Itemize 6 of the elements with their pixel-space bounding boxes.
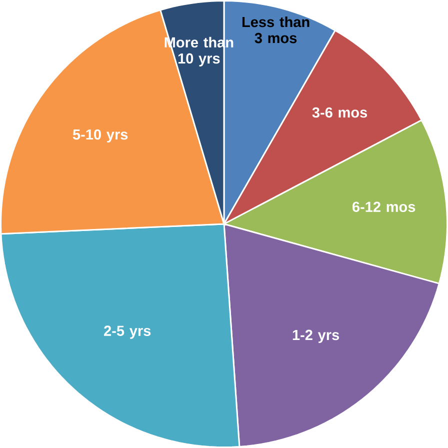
slice-label: Less than 3 mos: [242, 16, 310, 44]
slice-label: 5-10 yrs: [72, 129, 128, 143]
slice-label: 3-6 mos: [312, 107, 368, 118]
slice-label: 1-2 yrs: [292, 330, 340, 343]
slice-label: 2-5 yrs: [104, 326, 151, 339]
slice-label: 6-12 mos: [352, 202, 416, 212]
